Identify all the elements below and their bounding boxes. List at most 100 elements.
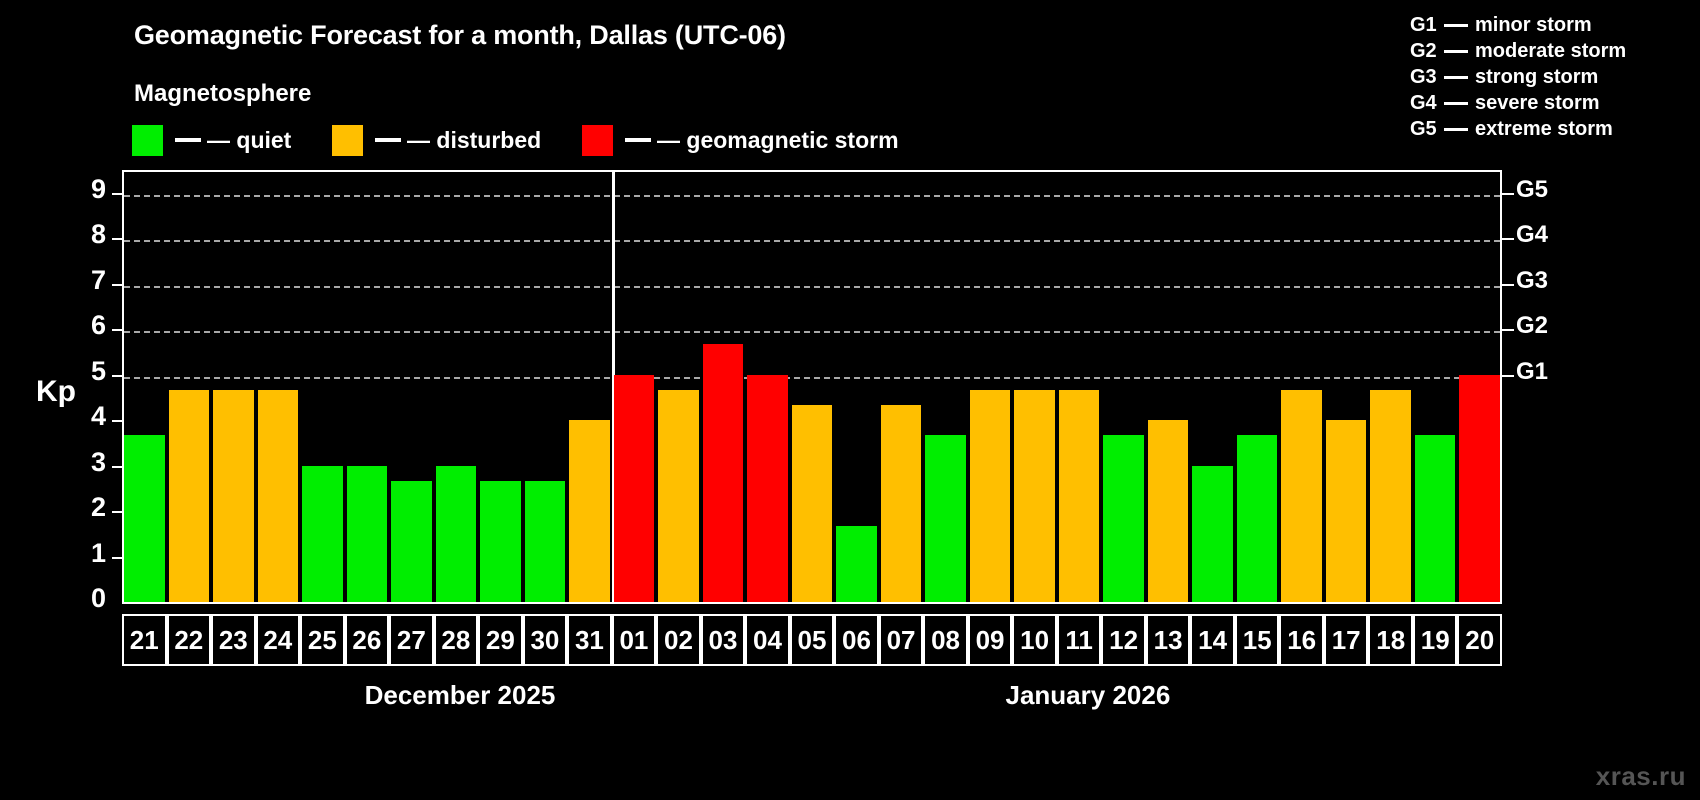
bar-slot xyxy=(1279,170,1324,602)
day-label[interactable]: 24 xyxy=(255,614,301,666)
gscale-dash-icon xyxy=(1444,23,1468,27)
gridline xyxy=(124,376,1500,379)
day-label[interactable]: 01 xyxy=(611,614,657,666)
kp-bar xyxy=(836,526,877,602)
day-label[interactable]: 26 xyxy=(344,614,390,666)
kp-bar xyxy=(1147,420,1189,602)
bar-slot xyxy=(567,170,612,602)
gscale-dash-icon xyxy=(1444,101,1468,105)
gscale-dash-icon xyxy=(1444,75,1468,79)
y-tick-label: 6 xyxy=(90,310,106,341)
legend-entry: — geomagnetic storm xyxy=(582,124,899,156)
bar-slot xyxy=(1146,170,1191,602)
gscale-description: extreme storm xyxy=(1475,117,1613,140)
gscale-description: minor storm xyxy=(1475,13,1592,36)
day-label[interactable]: 06 xyxy=(834,614,879,666)
gscale-description: strong storm xyxy=(1475,65,1599,88)
legend-dash-icon xyxy=(375,138,401,142)
storm-swatch xyxy=(582,124,613,156)
day-label[interactable]: 07 xyxy=(878,614,924,666)
gscale-description: severe storm xyxy=(1475,91,1600,114)
kp-bar xyxy=(168,389,210,602)
kp-bar xyxy=(569,420,610,602)
kp-bar xyxy=(480,480,521,602)
day-label[interactable]: 16 xyxy=(1279,614,1324,666)
day-label[interactable]: 15 xyxy=(1234,614,1280,666)
day-label[interactable]: 17 xyxy=(1323,614,1369,666)
bar-slot xyxy=(523,170,568,602)
day-label[interactable]: 30 xyxy=(522,614,568,666)
kp-bar xyxy=(213,389,254,602)
kp-bar xyxy=(747,374,788,602)
y-tick-mark xyxy=(112,465,123,468)
y-tick-mark xyxy=(112,374,123,377)
g-tick-mark xyxy=(1502,192,1514,195)
kp-bar xyxy=(257,389,299,602)
kp-bar xyxy=(435,465,477,602)
g-tick-mark xyxy=(1502,374,1514,377)
y-tick-mark xyxy=(112,329,123,332)
day-label[interactable]: 31 xyxy=(567,614,612,666)
day-label[interactable]: 12 xyxy=(1101,614,1146,666)
day-label[interactable]: 29 xyxy=(478,614,523,666)
day-label[interactable]: 20 xyxy=(1457,614,1502,666)
bar-slot xyxy=(1324,170,1369,602)
day-label[interactable]: 13 xyxy=(1145,614,1191,666)
g-tick-mark xyxy=(1502,283,1514,286)
bar-slot xyxy=(389,170,434,602)
bar-slot xyxy=(745,170,790,602)
gscale-description: moderate storm xyxy=(1475,39,1627,62)
day-label[interactable]: 02 xyxy=(656,614,701,666)
y-tick-label: 4 xyxy=(90,401,106,432)
gscale-code: G5 xyxy=(1410,117,1437,140)
gscale-key-row: G1 minor storm xyxy=(1410,12,1682,38)
gscale-key: G1 minor storm G2 moderate storm G3 strong st… xyxy=(1410,12,1682,142)
bar-slot xyxy=(1413,170,1458,602)
day-label[interactable]: 03 xyxy=(700,614,746,666)
kp-bar xyxy=(969,389,1011,602)
bar-slot xyxy=(1368,170,1413,602)
day-label[interactable]: 21 xyxy=(122,614,167,666)
day-label[interactable]: 14 xyxy=(1190,614,1235,666)
bar-slot xyxy=(923,170,968,602)
bar-slot xyxy=(256,170,301,602)
kp-bar xyxy=(1103,435,1144,602)
kp-bar xyxy=(702,344,744,602)
day-label[interactable]: 25 xyxy=(300,614,345,666)
day-label[interactable]: 27 xyxy=(389,614,434,666)
bar-slot xyxy=(701,170,746,602)
kp-bar xyxy=(925,435,966,602)
y-tick-label: 0 xyxy=(90,583,106,613)
gscale-key-row: G5 extreme storm xyxy=(1410,116,1682,142)
bar-slot xyxy=(1012,170,1057,602)
gridline xyxy=(124,331,1500,334)
day-label[interactable]: 28 xyxy=(433,614,479,666)
kp-bar xyxy=(1370,389,1411,602)
bar-slot xyxy=(1057,170,1102,602)
day-label[interactable]: 05 xyxy=(789,614,835,666)
day-label[interactable]: 23 xyxy=(211,614,256,666)
page-title: Geomagnetic Forecast for a month, Dallas… xyxy=(134,20,786,50)
g-tick-label: G3 xyxy=(1516,266,1549,294)
day-label[interactable]: 11 xyxy=(1056,614,1102,666)
gscale-code: G3 xyxy=(1410,65,1437,88)
y-tick-mark xyxy=(112,238,123,241)
day-label[interactable]: 22 xyxy=(166,614,212,666)
kp-bar xyxy=(1236,435,1278,602)
g-tick-label: G5 xyxy=(1516,175,1549,203)
gscale-key-row: G4 severe storm xyxy=(1410,90,1682,116)
day-label[interactable]: 10 xyxy=(1012,614,1057,666)
day-label[interactable]: 04 xyxy=(745,614,790,666)
bar-slot xyxy=(345,170,390,602)
kp-bar xyxy=(613,374,655,602)
y-tick-label: 7 xyxy=(90,264,106,295)
day-label[interactable]: 09 xyxy=(967,614,1013,666)
day-label[interactable]: 08 xyxy=(923,614,968,666)
kp-bar xyxy=(880,405,922,602)
bars-layer xyxy=(122,170,1502,602)
day-label[interactable]: 19 xyxy=(1412,614,1458,666)
day-label[interactable]: 18 xyxy=(1368,614,1413,666)
g-tick-mark xyxy=(1502,238,1514,241)
y-tick-label: 2 xyxy=(90,492,106,523)
gscale-key-row: G2 moderate storm xyxy=(1410,38,1682,64)
